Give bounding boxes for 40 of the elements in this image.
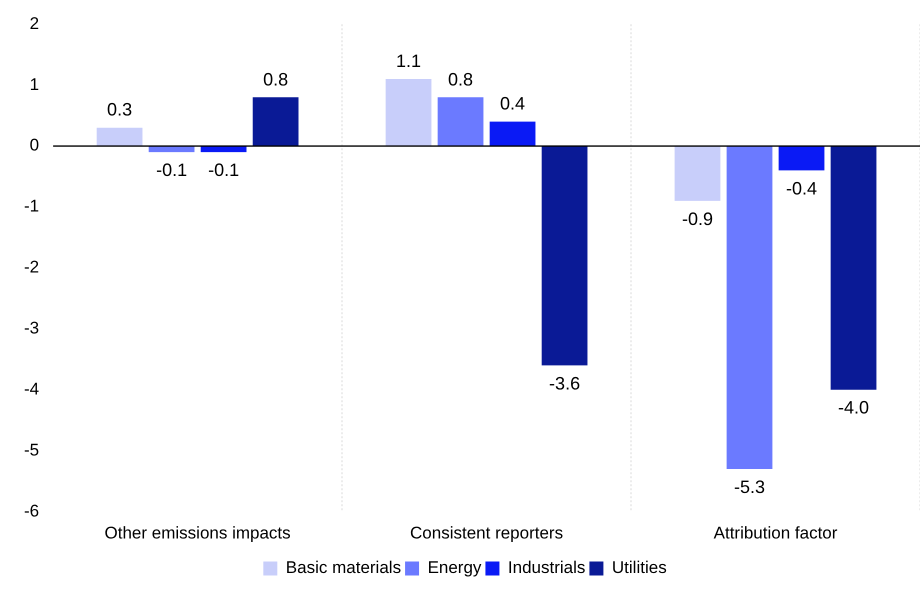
data-label: 1.1 bbox=[396, 51, 422, 71]
data-label: 0.8 bbox=[263, 69, 288, 90]
legend-label: Basic materials bbox=[286, 558, 402, 578]
bar bbox=[96, 128, 142, 146]
data-label: -5.3 bbox=[734, 476, 766, 497]
bar bbox=[252, 97, 298, 146]
legend-label: Utilities bbox=[612, 558, 667, 578]
data-label: 0.4 bbox=[500, 94, 526, 114]
data-label: -3.6 bbox=[549, 373, 580, 394]
bar bbox=[542, 146, 588, 366]
bar bbox=[490, 122, 536, 146]
y-tick-label: -5 bbox=[24, 440, 40, 460]
x-tick-label: Consistent reporters bbox=[410, 523, 564, 542]
y-tick-label: 2 bbox=[30, 14, 40, 33]
data-label: -0.9 bbox=[682, 208, 714, 229]
bar bbox=[778, 146, 824, 170]
legend-label: Energy bbox=[428, 558, 482, 578]
y-tick-label: -4 bbox=[24, 379, 40, 398]
bar bbox=[726, 146, 772, 469]
data-label: 0.3 bbox=[107, 100, 132, 120]
y-tick-label: -6 bbox=[24, 501, 40, 520]
y-tick-label: -2 bbox=[24, 258, 40, 277]
legend-label: Industrials bbox=[508, 558, 586, 578]
y-tick-label: 0 bbox=[30, 136, 40, 155]
bar bbox=[674, 146, 720, 201]
data-label: -0.1 bbox=[208, 160, 240, 180]
y-tick-label: -1 bbox=[24, 196, 40, 216]
data-label: -0.1 bbox=[156, 160, 188, 180]
bar bbox=[438, 97, 484, 146]
y-tick-label: -3 bbox=[24, 318, 40, 338]
bar bbox=[830, 146, 876, 390]
bar bbox=[148, 146, 194, 152]
data-label: 0.8 bbox=[448, 69, 474, 90]
data-label: -4.0 bbox=[838, 398, 870, 418]
bar bbox=[200, 146, 246, 152]
y-tick-label: 1 bbox=[30, 74, 40, 94]
x-tick-label: Other emissions impacts bbox=[104, 523, 291, 542]
x-tick-label: Attribution factor bbox=[714, 523, 838, 542]
bar bbox=[386, 79, 432, 146]
data-label: -0.4 bbox=[786, 178, 818, 198]
